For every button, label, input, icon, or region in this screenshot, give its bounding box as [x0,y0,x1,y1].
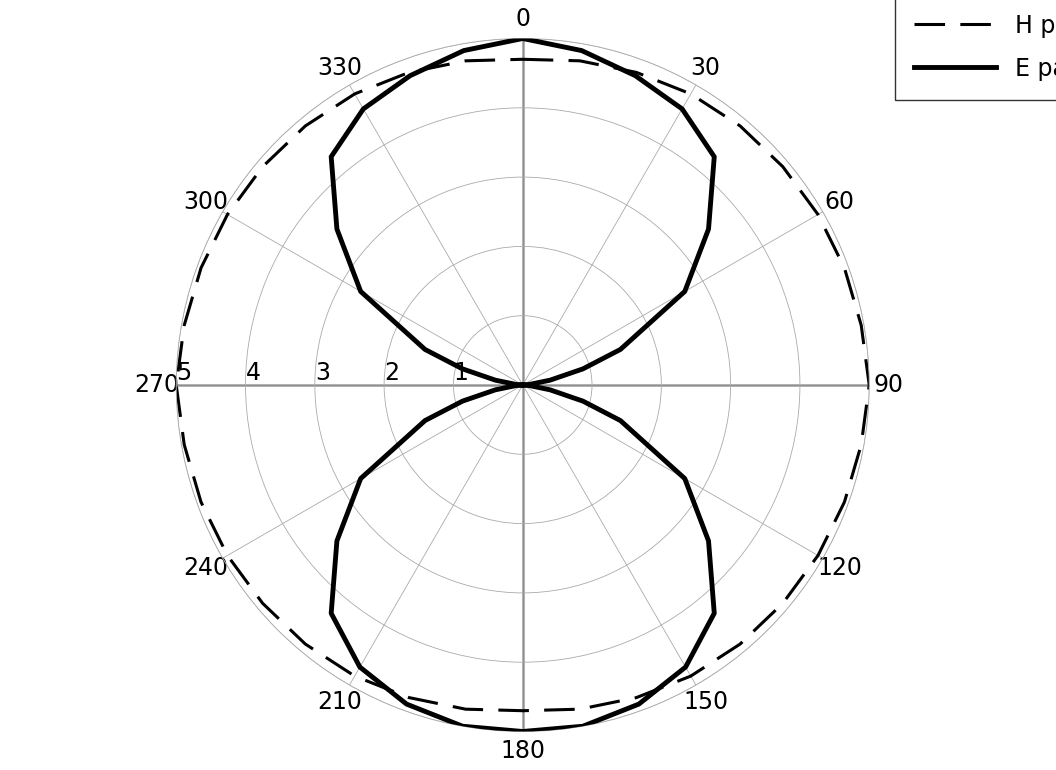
H pattern (dB) [170,380,183,390]
E pattern (dB) [355,474,367,484]
H pattern (dB) [734,122,747,131]
H pattern (dB) [812,210,825,219]
E pattern (dB) [489,385,502,394]
H pattern (dB) [221,210,233,219]
E pattern (dB) [702,225,715,234]
E pattern (dB) [418,345,431,354]
E pattern (dB) [516,727,529,736]
E pattern (dB) [418,416,431,425]
H pattern (dB) [516,55,529,64]
E pattern (dB) [456,721,469,731]
E pattern (dB) [629,71,642,80]
H pattern (dB) [516,706,529,715]
E pattern (dB) [524,381,536,390]
E pattern (dB) [679,662,692,671]
H pattern (dB) [257,162,269,172]
E pattern (dB) [355,286,367,296]
E pattern (dB) [331,225,343,234]
E pattern (dB) [325,152,338,162]
H pattern (dB) [299,122,312,131]
E pattern (dB) [403,71,416,80]
E pattern (dB) [516,34,529,43]
E pattern (dB) [516,380,529,390]
H pattern (dB) [573,56,586,65]
H pattern (dB) [402,693,415,702]
E pattern (dB) [633,699,645,708]
E pattern (dB) [516,380,529,390]
E pattern (dB) [456,364,469,373]
H pattern (dB) [573,705,586,714]
E pattern (dB) [544,385,557,394]
H pattern (dB) [194,263,207,273]
E pattern (dB) [576,46,588,55]
E pattern (dB) [702,536,715,545]
E pattern (dB) [489,376,502,385]
H pattern (dB) [812,551,825,560]
Line: E pattern (dB): E pattern (dB) [332,38,714,731]
H pattern (dB) [299,639,312,648]
E pattern (dB) [357,104,370,113]
E pattern (dB) [325,608,338,618]
H pattern (dB) [776,598,789,608]
E pattern (dB) [678,474,691,484]
E pattern (dB) [678,286,691,296]
E pattern (dB) [516,34,529,43]
Line: H pattern (dB): H pattern (dB) [176,59,869,711]
E pattern (dB) [509,380,522,389]
H pattern (dB) [630,693,643,702]
E pattern (dB) [354,662,366,671]
E pattern (dB) [509,381,522,390]
H pattern (dB) [348,89,361,99]
H pattern (dB) [221,551,233,560]
H pattern (dB) [194,497,207,507]
H pattern (dB) [459,705,472,714]
H pattern (dB) [402,68,415,77]
E pattern (dB) [708,608,720,618]
H pattern (dB) [855,320,868,330]
H pattern (dB) [776,162,789,172]
H pattern (dB) [684,671,697,681]
E pattern (dB) [708,152,720,162]
E pattern (dB) [577,397,589,406]
H pattern (dB) [630,68,643,77]
E pattern (dB) [615,416,627,425]
H pattern (dB) [177,440,190,450]
H pattern (dB) [855,440,868,450]
E pattern (dB) [400,699,413,708]
E pattern (dB) [544,376,557,385]
H pattern (dB) [459,56,472,65]
E pattern (dB) [615,345,627,354]
H pattern (dB) [838,263,851,273]
E pattern (dB) [457,46,470,55]
H pattern (dB) [863,380,875,390]
E pattern (dB) [331,536,343,545]
Legend: H pattern (dB), E pattern (dB): H pattern (dB), E pattern (dB) [894,0,1056,99]
H pattern (dB) [348,671,361,681]
E pattern (dB) [676,104,689,113]
E pattern (dB) [524,380,536,389]
E pattern (dB) [577,721,589,731]
E pattern (dB) [456,397,469,406]
H pattern (dB) [516,55,529,64]
H pattern (dB) [257,598,269,608]
H pattern (dB) [734,639,747,648]
E pattern (dB) [577,364,589,373]
H pattern (dB) [838,497,851,507]
H pattern (dB) [177,320,190,330]
H pattern (dB) [684,89,697,99]
